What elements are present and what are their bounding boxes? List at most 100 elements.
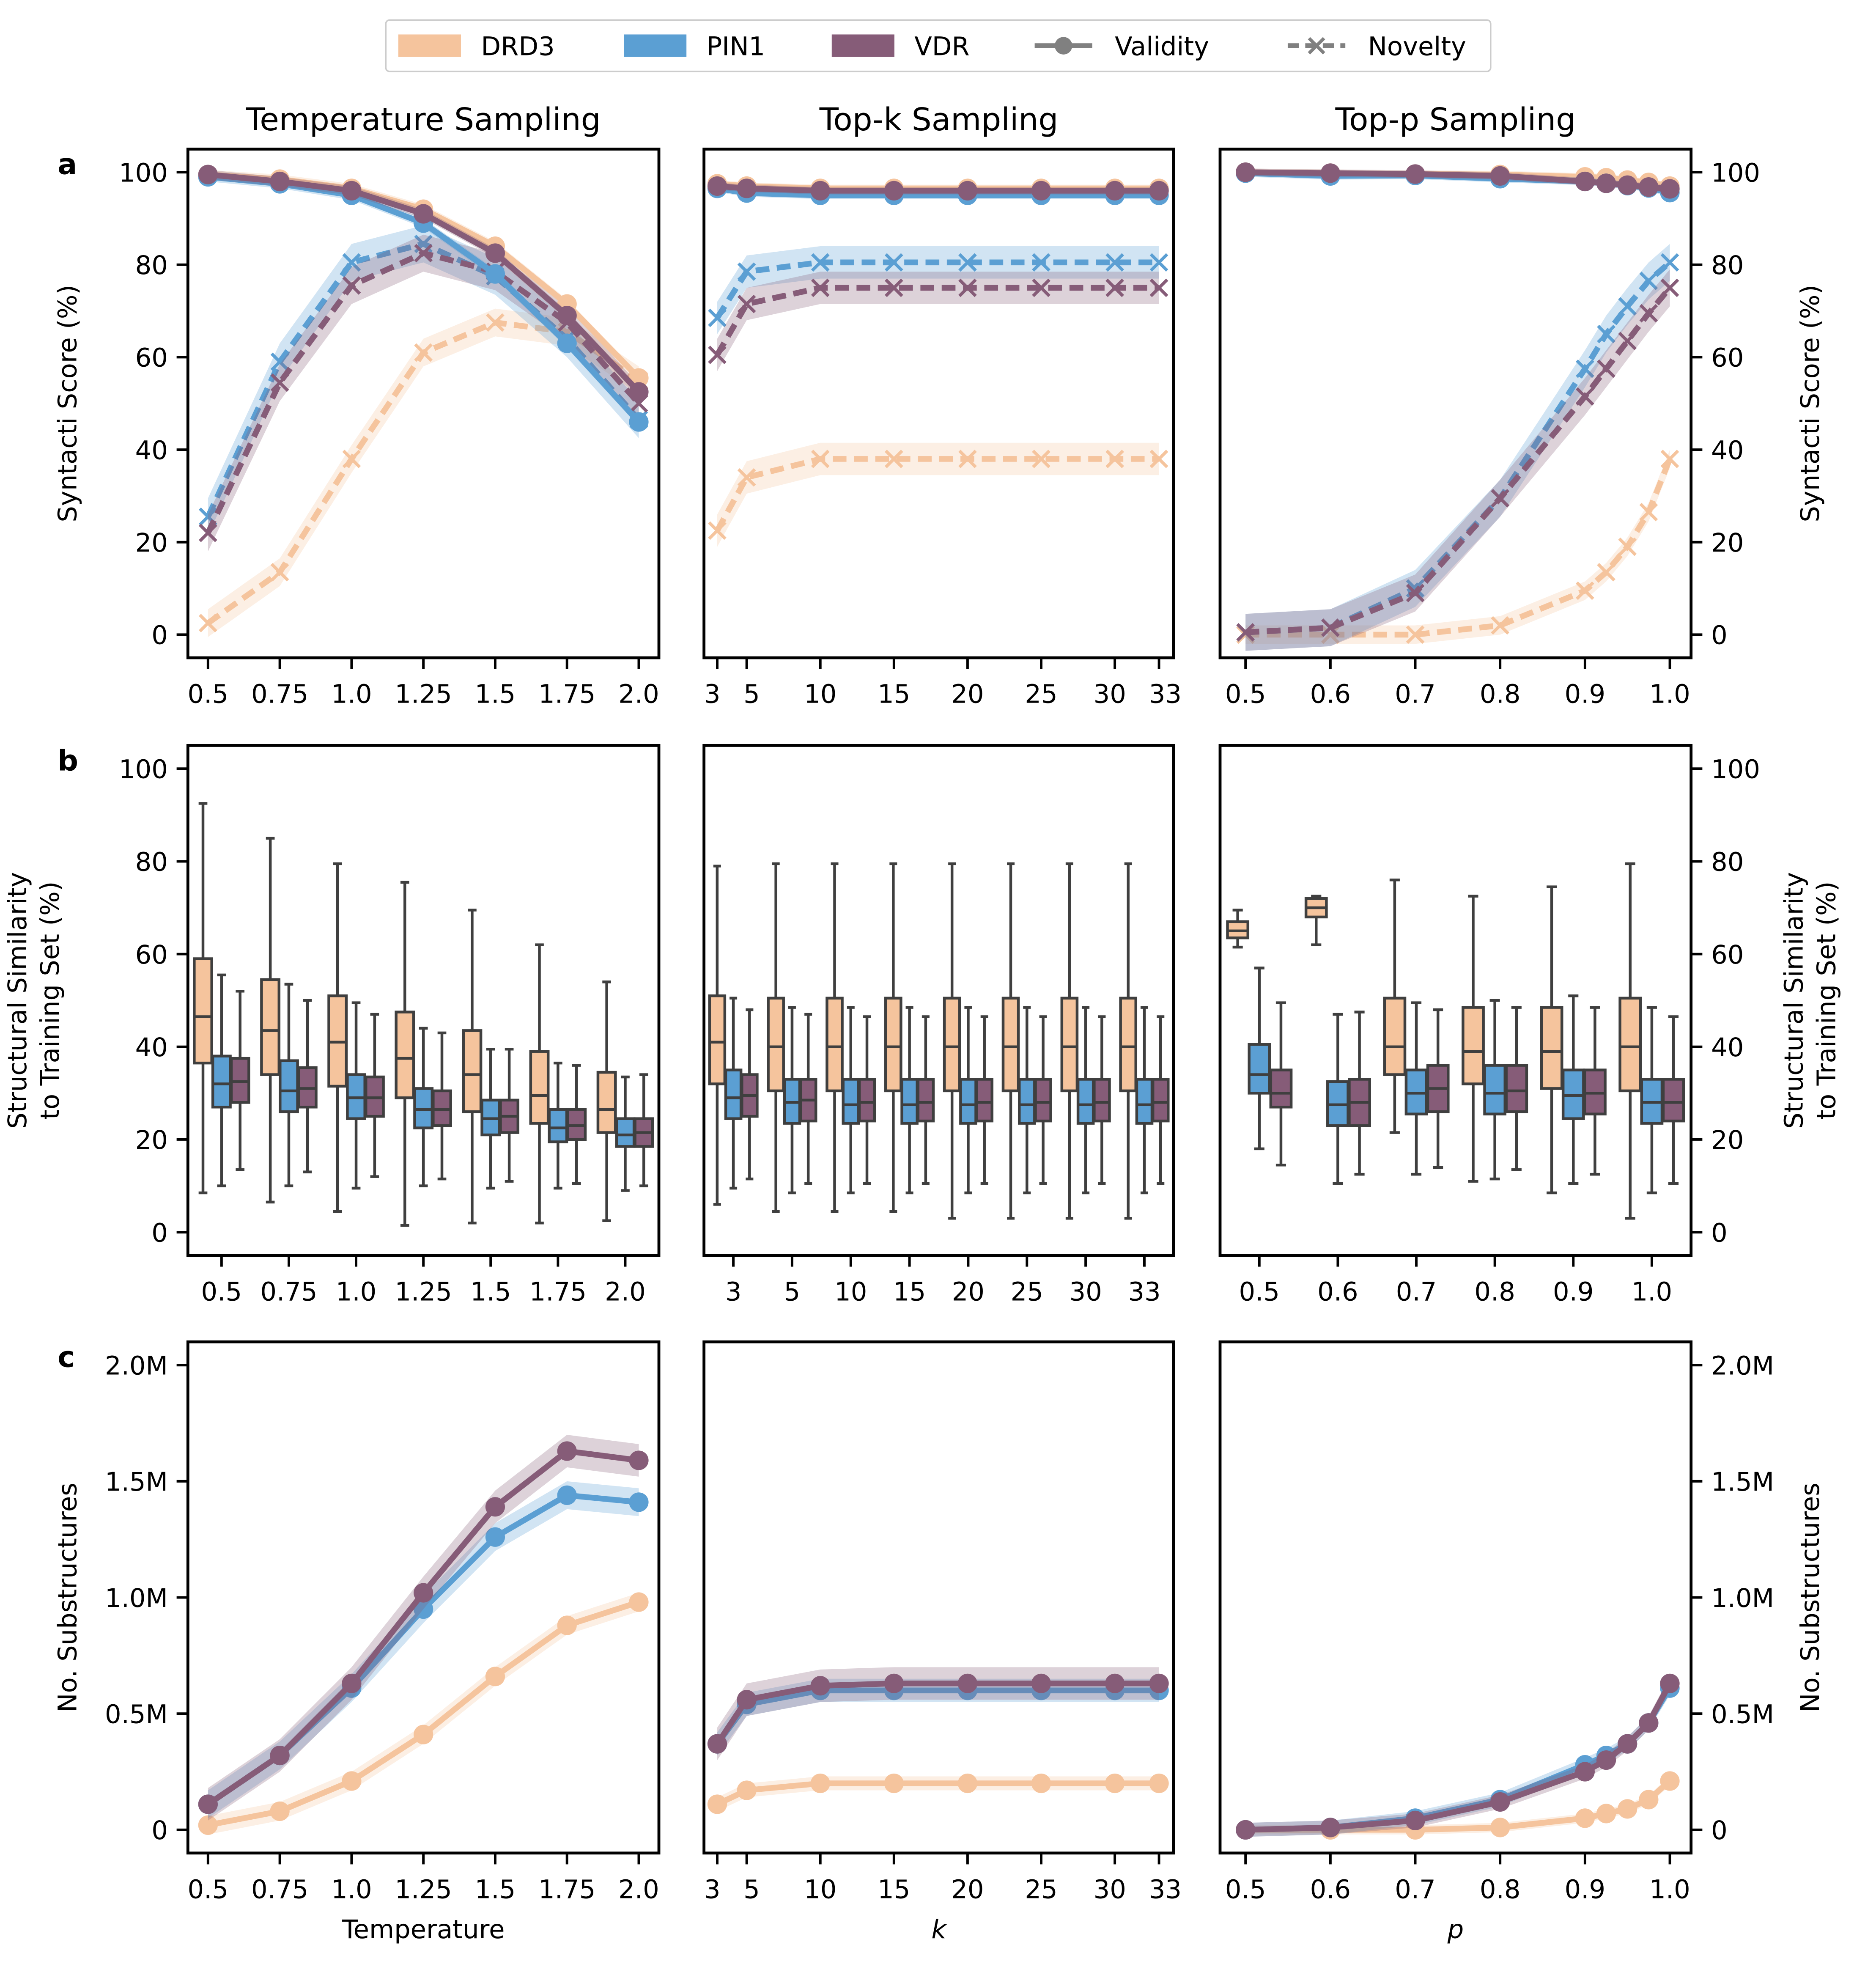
point-drd3-novelty	[1406, 625, 1425, 644]
plot-area	[708, 862, 1170, 1220]
x-tick-label: 0.6	[1310, 680, 1351, 709]
y-tick-label: 100	[119, 158, 168, 188]
x-stroke	[811, 278, 830, 297]
y-axis-label: Structural Similarity	[1779, 872, 1809, 1129]
x-tick-label: 25	[1025, 680, 1057, 709]
point-vdr-validity	[1405, 1810, 1425, 1830]
x-tick-label: 10	[834, 1277, 867, 1307]
panels: 0.5 0.75 1.0 1.25 1.5 1.75 2.0020406080100Synt…	[3, 148, 1841, 1945]
x-tick-label: 5	[743, 680, 760, 709]
point-vdr-validity	[707, 1734, 727, 1754]
box-body	[724, 1068, 743, 1120]
y-tick-label: 1.5M	[105, 1467, 168, 1497]
point-vdr-validity	[737, 179, 757, 198]
x-stroke	[486, 313, 505, 332]
x-stroke	[958, 253, 977, 272]
x-axis-label: Temperature	[342, 1915, 505, 1945]
point-drd3-novelty	[737, 468, 756, 487]
point-pin1-novelty	[1032, 253, 1050, 272]
x-tick-label: 33	[1128, 1277, 1160, 1307]
point-drd3-novelty	[1618, 537, 1637, 556]
point-pin1-validity	[629, 412, 649, 432]
x-tick-label: 0.5	[1239, 1277, 1280, 1307]
y-tick-label: 40	[135, 436, 168, 465]
x-tick-label: 25	[1011, 1277, 1043, 1307]
x-stroke	[1597, 563, 1615, 582]
box-vdr-0.9	[1583, 1006, 1607, 1176]
y-tick-label: 60	[1711, 343, 1744, 373]
x-tick-label: 1.0	[331, 1875, 372, 1904]
box-body	[1034, 1078, 1052, 1123]
box-body	[1001, 997, 1020, 1093]
point-vdr-validity	[270, 1745, 290, 1766]
x-tick-label: 1.75	[538, 680, 595, 709]
x-stroke	[1491, 489, 1510, 508]
panel-c-3: 0.5 0.6 0.7 0.8 0.9 1.0 0 0.5M 1.0M 1.5M 2.0M No. S…	[1218, 1340, 1825, 1945]
x-tick-label: 0.8	[1474, 1277, 1515, 1307]
x-tick-label: 1.5	[475, 1875, 516, 1904]
x-stroke	[1639, 272, 1658, 290]
point-vdr-validity	[957, 181, 978, 200]
box-drd3-2.0	[596, 980, 617, 1222]
box-vdr-1.25	[432, 1031, 452, 1181]
point-vdr-validity	[485, 243, 505, 263]
point-drd3-validity	[1618, 1799, 1637, 1819]
box-pin1-1.75	[548, 1061, 568, 1190]
box-body	[529, 1050, 550, 1125]
box-drd3-1.0	[1618, 862, 1642, 1220]
box-body	[1135, 1078, 1154, 1125]
y-tick-label: 0.5M	[105, 1700, 168, 1729]
y-tick-label: 100	[119, 755, 168, 784]
point-vdr-novelty	[708, 346, 727, 364]
x-stroke	[958, 278, 977, 297]
box-drd3-33	[1119, 862, 1138, 1220]
x-stroke	[342, 450, 361, 468]
point-drd3-validity	[1149, 1773, 1169, 1793]
box-drd3-0.5	[1226, 909, 1250, 949]
box-vdr-1.0	[364, 1013, 385, 1178]
x-stroke	[414, 343, 433, 362]
x-tick-label: 2.0	[618, 680, 659, 709]
x-stroke	[737, 294, 756, 313]
band-pin1-novelty	[1245, 244, 1670, 651]
band-vdr-novelty	[1245, 269, 1670, 651]
plot-area	[193, 802, 654, 1227]
band-drd3-novelty	[1245, 450, 1670, 644]
point-pin1-validity	[485, 264, 505, 284]
box-body	[842, 1078, 860, 1125]
panel-letter-a: a	[58, 148, 77, 181]
point-vdr-validity	[342, 181, 362, 200]
x-tick-label: 1.25	[395, 1875, 452, 1904]
point-vdr-novelty	[1406, 584, 1425, 602]
point-pin1-novelty	[1660, 253, 1679, 272]
point-vdr-validity	[1575, 1762, 1595, 1782]
x-stroke	[198, 614, 217, 632]
point-vdr-validity	[557, 305, 577, 326]
box-drd3-0.6	[1304, 895, 1328, 946]
x-tick-label: 20	[952, 1277, 985, 1307]
x-stroke	[1149, 450, 1168, 468]
box-vdr-0.5	[1269, 1001, 1293, 1167]
box-body	[260, 978, 281, 1076]
point-vdr-validity	[557, 1441, 577, 1461]
x-stroke	[708, 346, 727, 364]
point-vdr-novelty	[958, 278, 977, 297]
axes-frame	[702, 744, 1175, 1257]
point-vdr-validity	[957, 1673, 978, 1693]
panel-a-2: 3 5 10 15 20 25 30 33	[702, 148, 1182, 709]
point-vdr-novelty	[342, 276, 361, 295]
axes-frame	[1218, 744, 1693, 1257]
x-tick-label: 0.75	[251, 680, 308, 709]
point-drd3-novelty	[1575, 581, 1594, 600]
x-tick-label: 0.7	[1395, 680, 1436, 709]
legend-patch-pin1	[624, 34, 687, 57]
x-tick-label: 20	[951, 680, 984, 709]
x-stroke	[1660, 278, 1679, 297]
point-pin1-novelty	[1149, 253, 1168, 272]
box-vdr-1.0	[1662, 1015, 1685, 1185]
y-tick-label: 80	[1711, 251, 1744, 280]
x-tick-label: 0.9	[1565, 680, 1606, 709]
point-pin1-novelty	[1105, 253, 1124, 272]
point-vdr-novelty	[737, 294, 756, 313]
x-tick-label: 10	[804, 680, 837, 709]
